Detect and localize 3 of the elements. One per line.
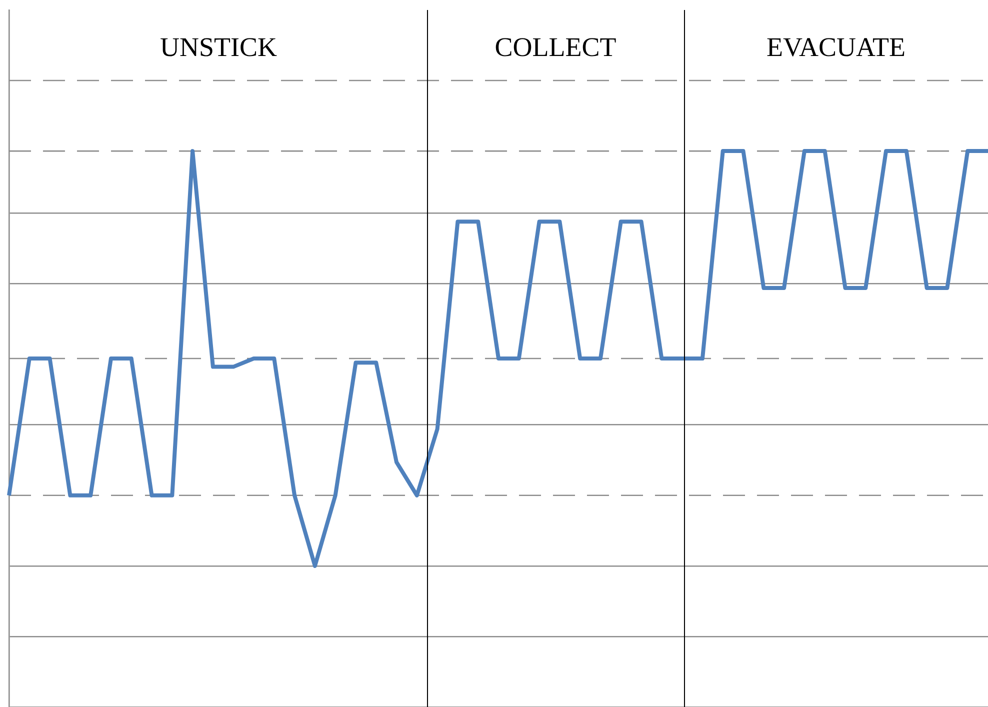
text: EVACUATE — [765, 32, 906, 63]
text: COLLECT — [494, 32, 618, 63]
text: UNSTICK — [158, 32, 278, 63]
